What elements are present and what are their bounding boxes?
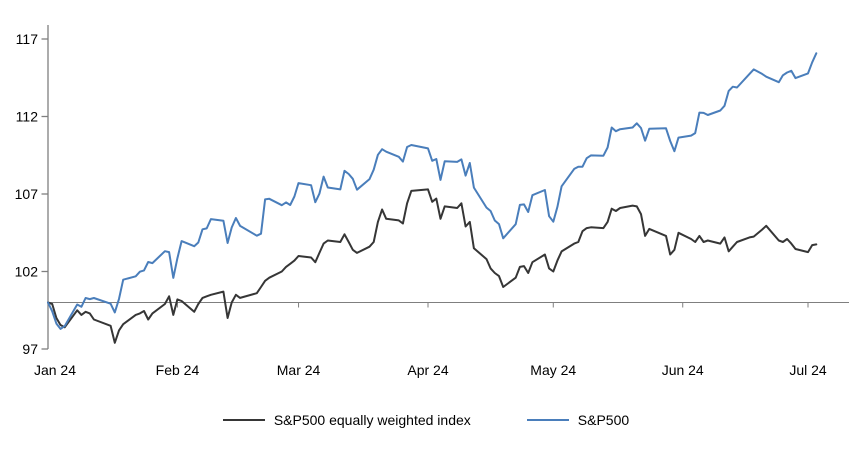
x-tick-label: Feb 24 [156, 362, 200, 378]
y-tick-label: 117 [16, 31, 39, 47]
legend-line-swatch-black [222, 419, 265, 421]
y-tick-label: 102 [15, 264, 39, 280]
x-tick-label: Jul 24 [789, 362, 827, 378]
x-tick-label: May 24 [530, 362, 576, 378]
x-tick-label: Jan 24 [34, 362, 76, 378]
legend-line-swatch-blue [526, 419, 569, 421]
x-tick-label: Jun 24 [662, 362, 704, 378]
series-line-equal-weight [47, 188, 818, 344]
chart-legend: S&P500 equally weighted index S&P500 [0, 410, 852, 430]
legend-item-equal-weight: S&P500 equally weighted index [222, 410, 471, 430]
line-chart-plot: 97 102 107 112 117 Jan 24 Feb 24 Mar 24 Apr 24 Ma… [15, 25, 849, 378]
legend-label-equal-weight: S&P500 equally weighted index [273, 412, 471, 428]
y-tick-label: 97 [22, 341, 38, 357]
y-tick-label: 112 [16, 109, 39, 125]
legend-item-sp500: S&P500 [526, 410, 630, 430]
x-tick-label: Mar 24 [277, 362, 321, 378]
legend-label-sp500: S&P500 [577, 412, 630, 428]
y-tick-label: 107 [15, 186, 39, 202]
series-line-sp500 [47, 52, 818, 330]
x-tick-label: Apr 24 [407, 362, 448, 378]
